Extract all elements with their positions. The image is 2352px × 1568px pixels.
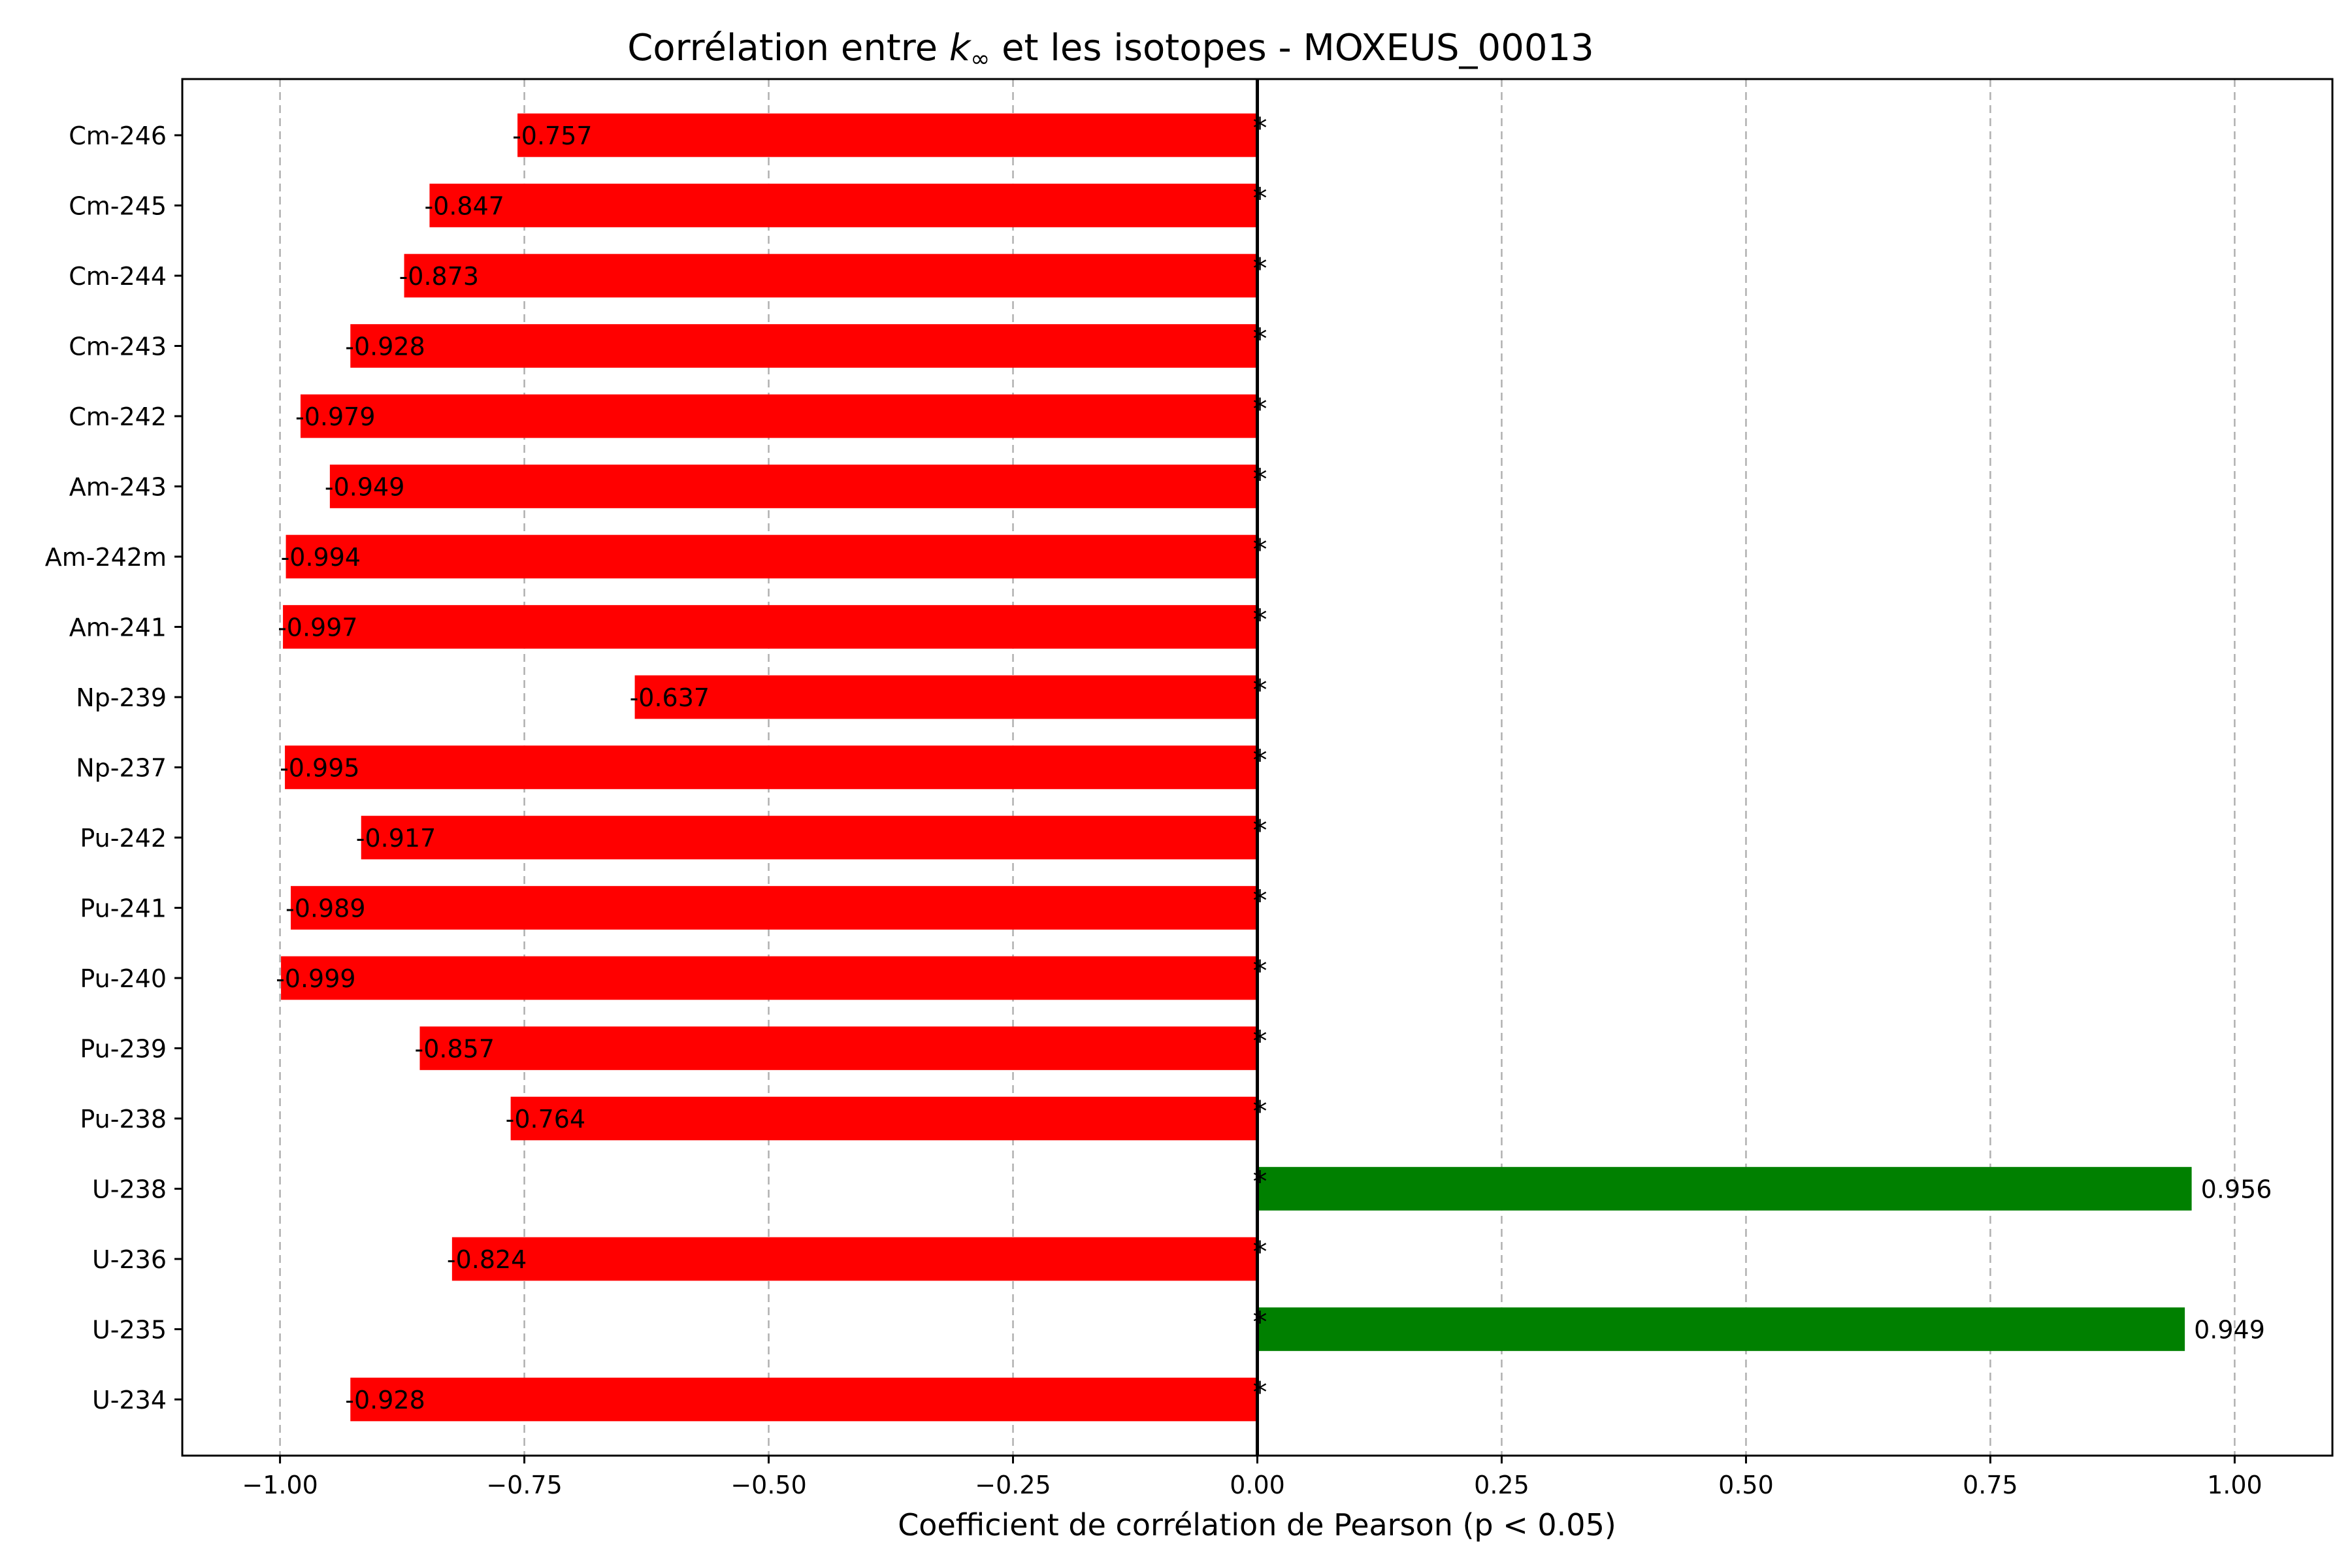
y-tick-label: U-234 — [92, 1386, 167, 1414]
y-tick-label: U-235 — [92, 1316, 167, 1345]
bar-u-234 — [350, 1377, 1258, 1422]
data-label: -0.994 — [281, 543, 361, 572]
significance-marker: * — [1253, 1166, 1267, 1199]
significance-marker: * — [1253, 885, 1267, 918]
data-label: -0.997 — [278, 613, 357, 642]
significance-marker: * — [1253, 814, 1267, 847]
data-label: 0.949 — [2194, 1316, 2265, 1345]
chart-title: Corrélation entre k∞ et les isotopes - M… — [627, 27, 1593, 73]
data-label: -0.999 — [276, 964, 355, 993]
y-tick-label: Pu-240 — [80, 964, 167, 993]
data-label: -0.824 — [447, 1245, 527, 1274]
x-tick-label: 0.00 — [1230, 1471, 1285, 1499]
data-label: -0.949 — [325, 473, 405, 502]
data-label: -0.928 — [345, 333, 425, 361]
bar-cm-243 — [350, 324, 1258, 368]
y-tick-label: Cm-242 — [69, 402, 167, 431]
y-tick-label: Am-241 — [69, 613, 167, 642]
significance-marker: * — [1253, 744, 1267, 777]
data-label: -0.847 — [424, 192, 504, 221]
bar-np-237 — [285, 745, 1258, 789]
bar-cm-244 — [404, 253, 1258, 298]
data-label: -0.857 — [415, 1035, 495, 1064]
bar-am-242m — [286, 534, 1258, 579]
bar-cm-246 — [517, 113, 1258, 157]
data-label: -0.989 — [286, 894, 366, 923]
significance-marker: * — [1253, 1235, 1267, 1269]
significance-marker: * — [1253, 1025, 1267, 1058]
x-tick-label: 0.50 — [1718, 1471, 1774, 1499]
y-tick-label: Cm-245 — [69, 192, 167, 221]
data-labels: -0.928 0.949 -0.824 0.956 -0.764 -0.857 -0.999… — [276, 122, 2272, 1414]
data-label: -0.873 — [399, 262, 480, 291]
y-tick-label: Pu-239 — [80, 1035, 167, 1064]
data-label: -0.928 — [345, 1386, 425, 1414]
x-tick-label: −0.75 — [486, 1471, 562, 1499]
x-tick-label: −0.25 — [975, 1471, 1051, 1499]
bar-pu-239 — [419, 1026, 1258, 1070]
data-label: -0.995 — [280, 754, 359, 783]
data-label: -0.764 — [506, 1105, 586, 1134]
bar-cm-242 — [301, 394, 1258, 438]
y-tick-label: Np-237 — [76, 754, 167, 783]
x-tick-label: 0.25 — [1474, 1471, 1529, 1499]
bar-np-239 — [634, 675, 1258, 719]
x-axis-label: Coefficient de corrélation de Pearson (p… — [898, 1507, 1616, 1543]
significance-marker: * — [1253, 604, 1267, 637]
significance-marker: * — [1253, 393, 1267, 426]
y-tick-label: Np-239 — [76, 683, 167, 712]
significance-marker: * — [1253, 1095, 1267, 1128]
bar-pu-238 — [510, 1096, 1258, 1141]
significance-marker: * — [1253, 1306, 1267, 1339]
y-tick-label: U-238 — [92, 1175, 167, 1204]
bar-u-235 — [1257, 1307, 2185, 1351]
significance-marker: * — [1253, 674, 1267, 707]
significance-marker: * — [1253, 112, 1267, 145]
bar-u-236 — [451, 1237, 1258, 1281]
significance-marker: * — [1253, 463, 1267, 497]
x-tick-label: 1.00 — [2207, 1471, 2262, 1499]
y-tick-label: Pu-242 — [80, 824, 167, 853]
y-tick-label: Cm-246 — [69, 122, 167, 150]
y-tick-label: Cm-244 — [69, 262, 167, 291]
x-tick-label: −0.50 — [730, 1471, 806, 1499]
bar-pu-242 — [361, 815, 1258, 860]
y-tick-label: Pu-238 — [80, 1105, 167, 1134]
bar-u-238 — [1257, 1167, 2192, 1211]
x-tick-label: 0.75 — [1963, 1471, 2018, 1499]
bar-am-243 — [329, 465, 1258, 508]
data-label: -0.979 — [295, 402, 376, 431]
data-label: -0.637 — [630, 683, 710, 712]
bar-pu-240 — [281, 956, 1258, 1000]
significance-marker: * — [1253, 1376, 1267, 1409]
y-tick-label: Cm-243 — [69, 333, 167, 361]
data-label: -0.917 — [356, 824, 436, 853]
y-tick-label: Am-243 — [69, 473, 167, 502]
y-tick-label: Am-242m — [45, 543, 167, 572]
significance-marker: * — [1253, 252, 1267, 286]
significance-marker: * — [1253, 533, 1267, 566]
x-tick-label: −1.00 — [242, 1471, 318, 1499]
significance-marker: * — [1253, 955, 1267, 988]
y-tick-label: U-236 — [92, 1245, 167, 1274]
bar-am-241 — [283, 605, 1258, 649]
y-axis-ticks: U-234 U-235 U-236 U-238 Pu-238 Pu-239 Pu-240 Pu… — [45, 122, 182, 1414]
bar-cm-245 — [429, 184, 1258, 227]
data-label: -0.757 — [512, 122, 593, 150]
y-tick-label: Pu-241 — [80, 894, 167, 923]
significance-markers: * * * * * * * * * * * * * * * * * * * — [1253, 112, 1267, 1409]
significance-marker: * — [1253, 182, 1267, 216]
bars — [281, 113, 2192, 1422]
bar-pu-241 — [291, 886, 1258, 930]
significance-marker: * — [1253, 323, 1267, 356]
x-axis-ticks: −1.00 −0.75 −0.50 −0.25 0.00 0.25 0.50 0.75 1.00 — [242, 1456, 2262, 1499]
data-label: 0.956 — [2201, 1175, 2272, 1204]
